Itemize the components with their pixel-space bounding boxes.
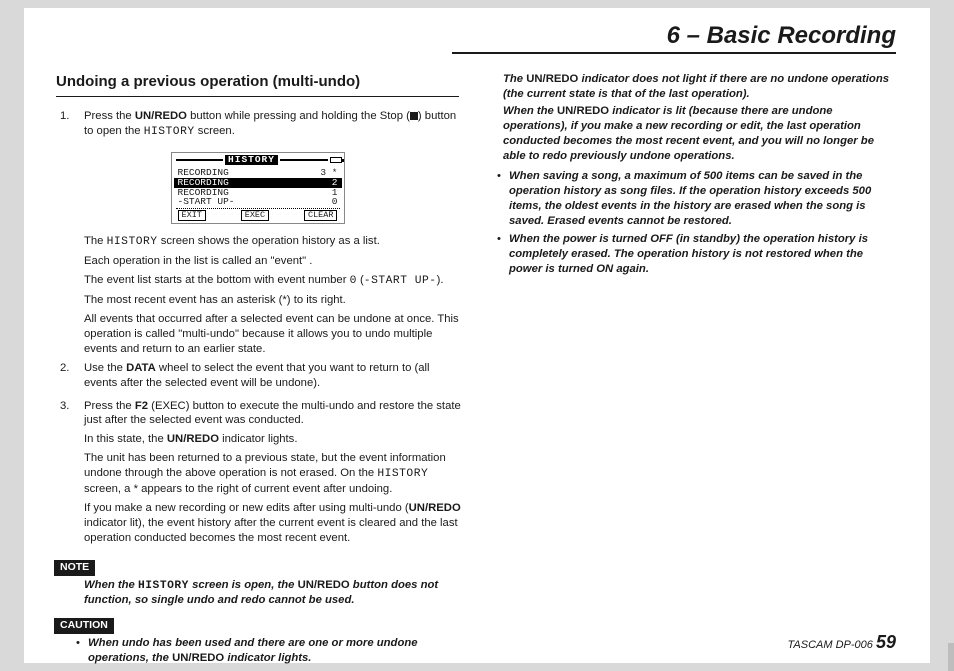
section-title: Undoing a previous operation (multi-undo…: [56, 72, 459, 97]
thumb-tab: [948, 643, 954, 671]
step-1-p4: The most recent event has an asterisk (*…: [84, 293, 461, 308]
lcd-titlebar: HISTORY: [174, 155, 342, 165]
col2-intro-1: The UN/REDO indicator does not light if …: [503, 72, 896, 102]
columns: Undoing a previous operation (multi-undo…: [54, 72, 896, 629]
step-3-lead: Press the F2 (EXEC) button to execute th…: [84, 399, 461, 429]
col2-bullet-1: • When saving a song, a maximum of 500 i…: [497, 169, 896, 229]
caution-bullet: • When undo has been used and there are …: [76, 636, 461, 666]
step-1-p5: All events that occurred after a selecte…: [84, 312, 461, 357]
page-background: 6 – Basic Recording Undoing a previous o…: [0, 0, 954, 671]
caution-label: CAUTION: [54, 618, 114, 634]
step-3: 3. Press the F2 (EXEC) button to execute…: [54, 399, 461, 550]
lcd-row: -START UP-0: [174, 197, 342, 207]
step-1-p1: The HISTORY screen shows the operation h…: [84, 234, 461, 250]
battery-icon: [330, 157, 342, 163]
step-1-lead: Press the UN/REDO button while pressing …: [84, 109, 461, 140]
step-2-lead: Use the DATA wheel to select the event t…: [84, 361, 461, 391]
stop-icon: [410, 112, 418, 120]
lcd-screenshot: HISTORY RECORDING3 * RECORDING2 RECORDIN…: [171, 152, 345, 225]
step-3-p1: In this state, the UN/REDO indicator lig…: [84, 432, 461, 447]
footer-brand: TASCAM DP-006: [788, 639, 873, 651]
page: 6 – Basic Recording Undoing a previous o…: [24, 8, 930, 663]
col2-bullet-2: • When the power is turned OFF (in stand…: [497, 232, 896, 277]
column-right: The UN/REDO indicator does not light if …: [489, 72, 896, 629]
column-left: Undoing a previous operation (multi-undo…: [54, 72, 461, 629]
step-2: 2. Use the DATA wheel to select the even…: [54, 361, 461, 395]
lcd-footer: EXITEXECCLEAR: [174, 210, 342, 221]
step-1: 1. Press the UN/REDO button while pressi…: [54, 109, 461, 144]
page-footer: TASCAM DP-006 59: [788, 632, 896, 653]
step-3-p2: The unit has been returned to a previous…: [84, 451, 461, 497]
step-num: 1.: [54, 109, 84, 144]
chapter-rule: [452, 52, 896, 54]
note-text: When the HISTORY screen is open, the UN/…: [84, 578, 461, 609]
col2-intro-2: When the UN/REDO indicator is lit (becau…: [503, 104, 896, 164]
step-1-p3: The event list starts at the bottom with…: [84, 273, 461, 289]
chapter-title: 6 – Basic Recording: [452, 22, 896, 50]
footer-page: 59: [876, 632, 896, 652]
step-1-p2: Each operation in the list is called an …: [84, 254, 461, 269]
step-num: 3.: [54, 399, 84, 550]
note-label: NOTE: [54, 560, 95, 576]
step-3-p3: If you make a new recording or new edits…: [84, 501, 461, 546]
step-body: Press the UN/REDO button while pressing …: [84, 109, 461, 144]
chapter-header: 6 – Basic Recording: [452, 22, 896, 54]
step-num: 2.: [54, 361, 84, 395]
